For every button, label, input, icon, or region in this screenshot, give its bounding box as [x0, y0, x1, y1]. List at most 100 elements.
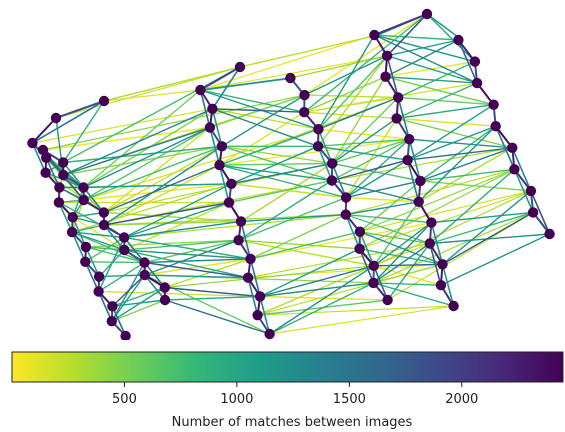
match-edge	[359, 190, 532, 233]
match-edge	[259, 295, 271, 335]
match-edge	[103, 145, 223, 226]
image-node	[119, 244, 130, 256]
match-edge	[372, 211, 534, 284]
match-edge	[62, 161, 85, 189]
match-edge	[85, 246, 100, 278]
match-edge	[373, 201, 420, 267]
match-edge	[58, 201, 73, 233]
image-node	[53, 197, 65, 208]
match-edge	[359, 230, 444, 265]
match-edge	[384, 75, 478, 84]
image-node	[369, 29, 380, 41]
match-edge	[71, 211, 105, 218]
match-edge	[199, 34, 375, 91]
match-edge	[373, 34, 478, 84]
match-edge	[372, 282, 455, 307]
match-edge	[249, 258, 261, 298]
image-node	[509, 164, 520, 175]
image-node	[27, 137, 38, 149]
match-edge	[199, 89, 211, 129]
image-node	[235, 216, 247, 227]
match-edge	[317, 96, 399, 130]
match-edge	[372, 242, 431, 284]
match-edge	[373, 221, 433, 267]
match-edge	[418, 125, 497, 203]
image-node	[488, 99, 499, 110]
match-edge	[71, 231, 146, 264]
image-node	[527, 207, 539, 218]
match-edge	[259, 282, 375, 298]
colorbar-ticks: 500 1000 1500 2000	[112, 382, 478, 407]
match-edge	[45, 157, 61, 189]
match-edge	[211, 108, 305, 113]
image-node	[139, 257, 150, 268]
match-edge	[62, 145, 223, 176]
match-edge	[259, 265, 375, 298]
match-edge	[111, 274, 146, 307]
match-edge	[373, 34, 476, 63]
colorbar-tick-label: 1500	[333, 392, 366, 407]
match-edge	[143, 258, 252, 264]
image-node	[98, 219, 110, 231]
match-edge	[82, 126, 211, 189]
image-node	[204, 122, 216, 133]
match-edge	[345, 201, 420, 216]
image-node	[426, 217, 437, 228]
match-edge	[237, 196, 347, 241]
image-node	[207, 103, 218, 115]
match-edge	[211, 108, 223, 148]
image-node	[119, 232, 130, 243]
match-edge	[345, 168, 516, 216]
image-node	[507, 142, 518, 153]
match-edge	[31, 100, 105, 144]
image-node	[340, 192, 352, 203]
match-edge	[71, 216, 87, 248]
match-edge	[395, 103, 495, 120]
match-edge	[373, 263, 444, 267]
image-node	[299, 107, 310, 118]
image-node	[80, 241, 92, 253]
image-node	[404, 134, 415, 145]
match-edge	[97, 236, 125, 293]
match-edge	[513, 168, 534, 214]
match-edge	[386, 55, 478, 84]
match-edge	[143, 261, 249, 279]
match-edge	[123, 236, 252, 260]
match-edge	[317, 128, 334, 165]
image-node	[80, 256, 91, 267]
match-edge	[123, 214, 347, 239]
match-edge	[317, 145, 333, 182]
match-edge	[199, 77, 292, 91]
image-node	[285, 72, 296, 84]
match-edge	[211, 66, 241, 110]
image-node	[453, 34, 464, 46]
match-edge	[384, 75, 495, 106]
image-node	[544, 228, 555, 240]
match-edge	[345, 180, 422, 199]
image-node	[393, 92, 404, 103]
match-edge	[218, 164, 230, 204]
match-edge	[31, 108, 213, 144]
match-edge	[395, 117, 513, 149]
image-node	[78, 194, 89, 206]
match-edge	[55, 100, 105, 119]
image-node	[139, 269, 150, 281]
match-edge	[221, 145, 333, 165]
image-node	[233, 235, 244, 246]
match-edge	[71, 231, 125, 239]
match-edge	[303, 13, 428, 113]
match-edge	[430, 211, 534, 224]
image-node	[340, 209, 351, 220]
match-edge	[317, 128, 410, 140]
match-edge	[239, 34, 379, 68]
match-edge	[85, 246, 146, 264]
match-edge	[441, 190, 532, 265]
match-edge	[71, 216, 105, 226]
match-edge	[143, 239, 240, 264]
match-edge	[373, 13, 428, 36]
image-node	[54, 182, 65, 193]
image-node	[40, 167, 51, 178]
match-edge	[345, 117, 398, 199]
match-edge	[164, 299, 271, 335]
match-edge	[386, 54, 400, 99]
